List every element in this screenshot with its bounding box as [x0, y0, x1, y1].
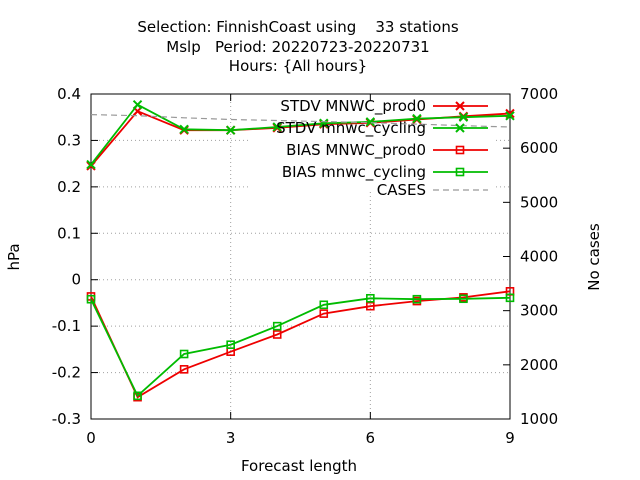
series-markers [86, 99, 515, 170]
legend-label: CASES [377, 181, 426, 199]
y2-tick-label: 6000 [520, 139, 558, 157]
y-tick-label: 0.3 [57, 131, 81, 149]
x-marker-stroke [272, 122, 282, 132]
x-marker-icon [412, 113, 422, 124]
series-lines [86, 99, 515, 402]
square-marker-icon [272, 330, 282, 339]
square-marker-icon [366, 293, 375, 303]
x-marker-icon [365, 117, 376, 127]
y2-tick-label: 1000 [520, 410, 558, 428]
x-marker-stroke [458, 112, 469, 122]
square-marker-icon [319, 309, 329, 318]
plot-frame [90, 93, 511, 420]
x-marker-icon [458, 112, 469, 122]
y-tick-label: 0.4 [57, 85, 81, 103]
square-marker-icon [366, 301, 375, 311]
x-tick-label: 9 [505, 429, 515, 447]
square-marker-icon [459, 294, 468, 304]
x-marker-stroke [225, 125, 236, 135]
y-tick-label: 0.2 [57, 178, 81, 196]
square-marker-icon [412, 294, 422, 304]
square-marker-icon [319, 300, 329, 310]
square-marker-icon [226, 340, 235, 350]
y-tick-label: 0.1 [57, 224, 81, 242]
legend-label: STDV MNWC_prod0 [280, 97, 426, 116]
x-marker-stroke [455, 101, 465, 111]
y2-tick-label: 3000 [520, 302, 558, 320]
x-marker-stroke [455, 123, 465, 133]
y2-tick-label: 2000 [520, 356, 558, 374]
x-tick-label: 3 [226, 429, 236, 447]
square-marker-icon [133, 391, 142, 401]
square-marker-icon [505, 293, 515, 303]
y-tick-label: 0 [71, 271, 81, 289]
x-marker-icon [319, 118, 329, 128]
x-marker-icon [455, 123, 465, 133]
x-marker-stroke [86, 159, 96, 170]
series-line-stdv-mnwc-cycling [90, 103, 511, 166]
legend-label: STDV mnwc_cycling [276, 119, 426, 138]
x-marker-icon [179, 124, 189, 134]
chart-title-line-3: Hours: {All hours} [229, 57, 367, 75]
y-tick-label: -0.1 [52, 317, 81, 335]
series-line-bias-mnwc-cycling [90, 296, 511, 398]
chart-title-line-1: Selection: FinnishCoast using 33 station… [137, 18, 459, 36]
x-marker-icon [505, 111, 515, 121]
x-tick-label: 0 [86, 429, 96, 447]
series-markers [86, 293, 515, 401]
x-marker-icon [272, 122, 282, 132]
square-marker-icon [455, 145, 465, 155]
x-marker-stroke [132, 99, 143, 110]
square-marker-icon [86, 294, 96, 304]
square-marker-icon [455, 167, 465, 177]
x-marker-stroke [365, 117, 376, 127]
square-marker-icon [272, 321, 282, 331]
x-marker-icon [225, 125, 236, 135]
y-tick-label: -0.2 [52, 364, 81, 382]
x-marker-stroke [505, 111, 515, 121]
legend-label: BIAS mnwc_cycling [282, 163, 426, 182]
square-marker-icon [179, 349, 189, 359]
x-marker-icon [86, 159, 96, 170]
x-marker-icon [132, 99, 143, 110]
y-tick-label: -0.3 [52, 410, 81, 428]
axes: -0.3 -0.2 -0.1 0 0.1 0.2 0.3 0.4 1000 2000 3000 400… [52, 85, 558, 447]
x-marker-stroke [412, 113, 422, 124]
legend: STDV MNWC_prod0 STDV mnwc_cycling BIAS MNW… [276, 97, 488, 199]
square-marker-icon [179, 365, 189, 374]
x-tick-label: 6 [366, 429, 376, 447]
x-axis-label: Forecast length [241, 457, 357, 475]
y2-tick-label: 5000 [520, 193, 558, 211]
y2-tick-label: 4000 [520, 248, 558, 266]
y-axis-label: hPa [5, 243, 23, 270]
y2-tick-label: 7000 [520, 85, 558, 103]
chart-title-line-2: Mslp Period: 20220723-20220731 [166, 38, 429, 56]
legend-label: BIAS MNWC_prod0 [286, 141, 426, 160]
y2-axis-label: No cases [585, 223, 603, 291]
x-marker-stroke [319, 118, 329, 128]
x-marker-stroke [179, 124, 189, 134]
x-marker-icon [455, 101, 465, 111]
